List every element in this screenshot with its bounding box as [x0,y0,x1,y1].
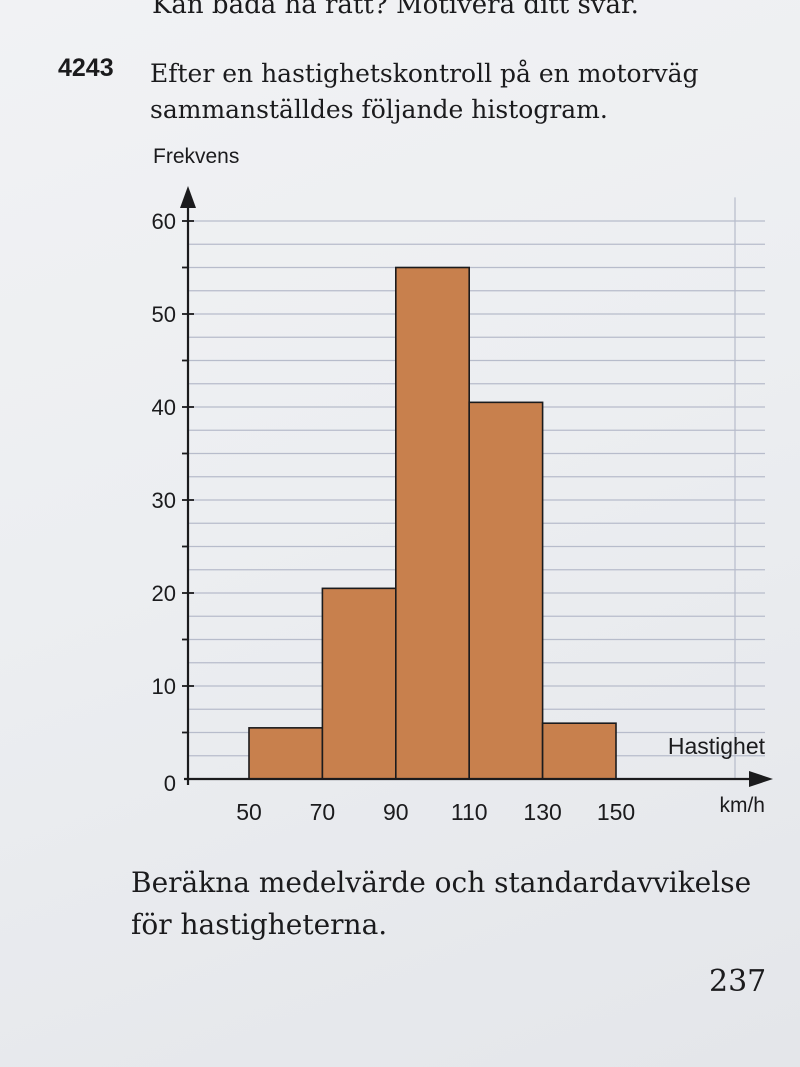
x-tick-label: 130 [523,799,561,825]
question-line: för hastigheterna. [131,908,388,941]
x-tick-label: 70 [310,799,336,825]
previous-exercise-line: Kan båda ha rätt? Motivera ditt svar. [152,0,639,20]
y-axis-arrowhead [180,186,196,208]
histogram-bar [394,266,470,780]
histogram-bar [248,727,324,780]
page-number: 237 [709,964,767,999]
y-tick-label: 20 [152,581,176,606]
x-tick-label: 110 [451,799,488,825]
y-tick-label: 40 [152,395,176,420]
question-line: Beräkna medelvärde och standardavvikelse [131,866,752,899]
histogram-bar [321,587,397,780]
x-axis-arrowhead [749,771,773,787]
y-tick-label: 50 [152,302,176,327]
axis-labels: 0 10 20 30 40 50 60 50 70 90 110 130 150 Frekvens Hast… [152,145,766,825]
x-tick-label: 90 [383,799,409,825]
histogram-bar [468,401,544,780]
axes [180,186,773,787]
exercise-number: 4243 [58,54,114,82]
exercise-text: Efter en hastighetskontroll på en motorv… [150,56,750,128]
x-tick-label: 150 [597,799,635,825]
y-tick-label: 10 [152,674,176,699]
y-tick-label: 60 [152,209,176,234]
y-tick-label: 30 [152,488,176,513]
y-axis-title: Frekvens [153,145,239,168]
x-tick-label: 50 [236,799,262,825]
exercise-text-line: Efter en hastighetskontroll på en motorv… [150,59,699,88]
speed-histogram: 0 10 20 30 40 50 60 50 70 90 110 130 150 Frekvens Hast… [152,145,773,825]
histogram-bar [541,722,617,780]
x-axis-title: Hastighet [668,733,766,759]
y-tick-label: 0 [164,771,176,796]
question-text: Beräkna medelvärde och standardavvikelse… [131,862,771,946]
x-axis-unit: km/h [719,794,765,817]
histogram-bars [248,266,617,780]
exercise-text-line: sammanställdes följande histogram. [150,95,608,124]
